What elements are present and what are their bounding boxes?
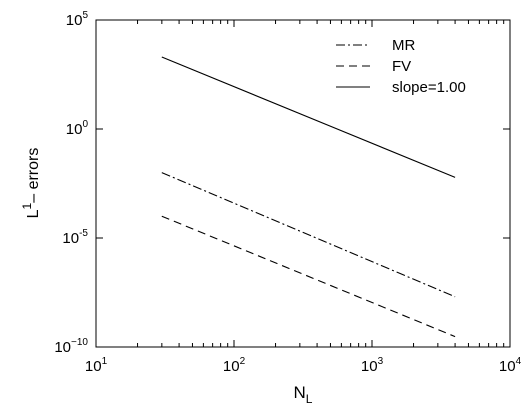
series-line-mr xyxy=(161,172,456,298)
x-tick-label: 103 xyxy=(361,356,384,375)
y-tick-label: 105 xyxy=(66,10,89,29)
y-axis-label: L1– errors xyxy=(20,148,42,219)
plot-frame xyxy=(95,19,511,348)
y-tick-label: 100 xyxy=(66,119,89,138)
legend: MR FV slope=1.00 xyxy=(336,37,466,96)
x-axis-ticks: 101 102 103 104 xyxy=(85,20,522,375)
series-layer xyxy=(161,56,456,338)
x-tick-label: 102 xyxy=(223,356,246,375)
x-tick-label: 104 xyxy=(499,356,522,375)
legend-label: slope=1.00 xyxy=(392,79,466,96)
x-tick-label: 101 xyxy=(85,356,108,375)
x-axis-label: NL xyxy=(294,383,313,406)
y-tick-label: 10−10 xyxy=(54,337,88,356)
legend-label: MR xyxy=(392,37,415,54)
series-line-slope-1-00 xyxy=(161,56,456,178)
y-tick-label: 10-5 xyxy=(62,228,88,247)
series-line-fv xyxy=(161,215,456,338)
legend-label: FV xyxy=(392,58,411,75)
y-axis-ticks: 10−10 10-5 100 105 xyxy=(54,10,510,356)
